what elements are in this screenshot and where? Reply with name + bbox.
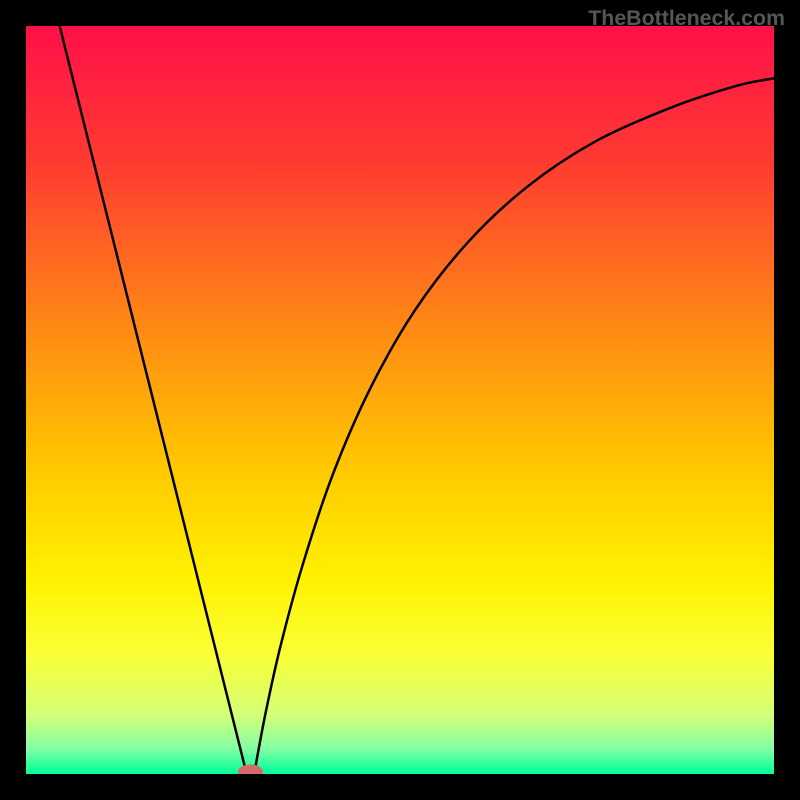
plot-svg <box>26 26 774 774</box>
watermark-text: TheBottleneck.com <box>588 6 785 31</box>
border-left <box>0 0 26 800</box>
chart-container: TheBottleneck.com <box>0 0 800 800</box>
border-bottom <box>0 774 800 800</box>
gradient-background <box>26 26 774 774</box>
border-right <box>774 0 800 800</box>
